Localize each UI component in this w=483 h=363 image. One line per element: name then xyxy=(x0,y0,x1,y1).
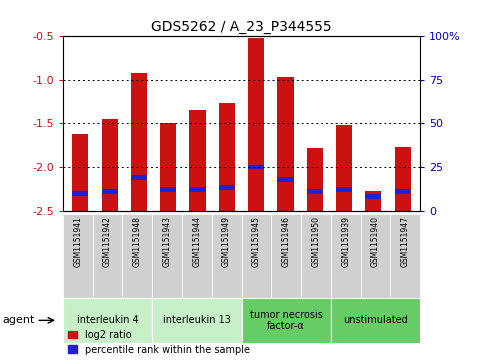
Text: interleukin 13: interleukin 13 xyxy=(163,315,231,325)
Bar xyxy=(131,175,147,180)
Text: GSM1151948: GSM1151948 xyxy=(133,216,142,267)
Bar xyxy=(365,191,382,211)
Bar xyxy=(160,123,176,211)
Bar xyxy=(189,187,206,192)
Text: GSM1151950: GSM1151950 xyxy=(312,216,320,267)
Text: interleukin 4: interleukin 4 xyxy=(77,315,138,325)
Bar xyxy=(72,134,88,211)
Text: unstimulated: unstimulated xyxy=(343,315,408,325)
Bar xyxy=(219,103,235,211)
Bar xyxy=(131,73,147,211)
Legend: log2 ratio, percentile rank within the sample: log2 ratio, percentile rank within the s… xyxy=(68,330,250,355)
Text: agent: agent xyxy=(2,315,35,325)
Bar xyxy=(189,110,206,211)
Bar xyxy=(248,38,264,211)
Bar xyxy=(101,119,118,211)
Bar xyxy=(219,185,235,190)
Bar xyxy=(72,191,88,196)
Text: GSM1151945: GSM1151945 xyxy=(252,216,261,267)
Text: GSM1151939: GSM1151939 xyxy=(341,216,350,267)
Bar xyxy=(336,187,352,192)
Text: GSM1151941: GSM1151941 xyxy=(73,216,82,267)
Bar xyxy=(101,189,118,194)
Bar xyxy=(277,77,294,211)
Title: GDS5262 / A_23_P344555: GDS5262 / A_23_P344555 xyxy=(151,20,332,34)
Bar xyxy=(307,148,323,211)
Text: GSM1151944: GSM1151944 xyxy=(192,216,201,267)
Text: GSM1151946: GSM1151946 xyxy=(282,216,291,267)
Text: GSM1151947: GSM1151947 xyxy=(401,216,410,267)
Bar xyxy=(395,147,411,211)
Text: tumor necrosis
factor-α: tumor necrosis factor-α xyxy=(250,310,323,331)
Text: GSM1151943: GSM1151943 xyxy=(163,216,171,267)
Bar xyxy=(160,187,176,192)
Bar xyxy=(248,164,264,170)
Bar xyxy=(277,177,294,182)
Bar xyxy=(365,194,382,199)
Text: GSM1151949: GSM1151949 xyxy=(222,216,231,267)
Text: GSM1151940: GSM1151940 xyxy=(371,216,380,267)
Bar xyxy=(336,125,352,211)
Text: GSM1151942: GSM1151942 xyxy=(103,216,112,267)
Bar xyxy=(307,189,323,194)
Bar xyxy=(395,189,411,194)
